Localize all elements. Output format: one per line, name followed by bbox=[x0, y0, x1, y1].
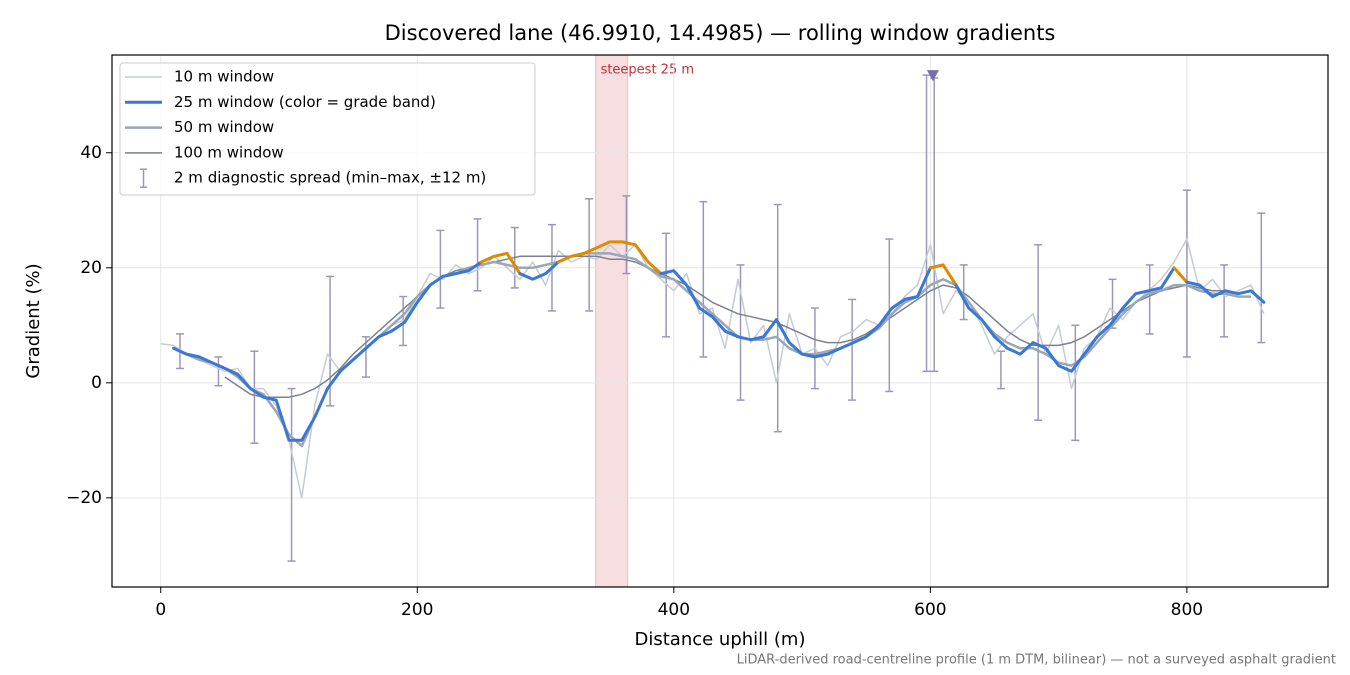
legend: 10 m window 25 m window (color = grade ba… bbox=[119, 62, 536, 196]
x-tick-label: 200 bbox=[401, 600, 433, 620]
line-series bbox=[224, 255, 1226, 398]
highlight-label: steepest 25 m bbox=[601, 63, 694, 78]
line-series bbox=[556, 240, 663, 276]
chart-title: Discovered lane (46.9910, 14.4985) — rol… bbox=[385, 21, 1056, 45]
y-tick-label: −20 bbox=[66, 488, 102, 508]
line-series bbox=[172, 260, 483, 442]
legend-label: 25 m window (color = grade band) bbox=[174, 93, 436, 111]
line-series bbox=[954, 266, 1176, 373]
x-tick-label: 800 bbox=[1171, 600, 1203, 620]
y-tick-label: 20 bbox=[80, 258, 102, 278]
line-series bbox=[1172, 266, 1189, 284]
line-series bbox=[160, 238, 1265, 499]
y-tick-label: 40 bbox=[80, 143, 102, 163]
line-series bbox=[479, 251, 522, 276]
x-tick-label: 0 bbox=[155, 600, 166, 620]
legend-box bbox=[119, 62, 536, 196]
line-series bbox=[928, 263, 958, 287]
peak-marker bbox=[926, 70, 939, 82]
legend-label: 50 m window bbox=[174, 118, 274, 136]
x-tick-label: 600 bbox=[914, 600, 946, 620]
legend-label: 10 m window bbox=[174, 68, 274, 86]
line-series bbox=[173, 252, 1251, 448]
x-tick-label: 400 bbox=[658, 600, 690, 620]
plot-frame bbox=[111, 54, 1329, 588]
line-series bbox=[659, 266, 932, 359]
line-series bbox=[1185, 280, 1266, 304]
legend-label: 100 m window bbox=[174, 143, 284, 161]
y-axis-label: Gradient (%) bbox=[23, 263, 44, 378]
line-series bbox=[518, 260, 560, 281]
legend-label: 2 m diagnostic spread (min–max, ±12 m) bbox=[174, 169, 486, 187]
footnote: LiDAR-derived road-centreline profile (1… bbox=[737, 653, 1336, 668]
x-axis-label: Distance uphill (m) bbox=[635, 629, 806, 650]
highlight-span bbox=[595, 54, 629, 588]
y-tick-label: 0 bbox=[91, 373, 102, 393]
